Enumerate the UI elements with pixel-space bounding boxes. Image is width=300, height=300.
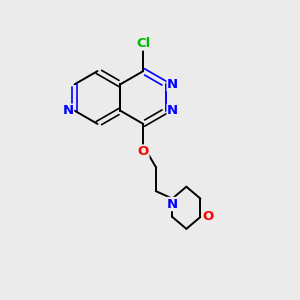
- Text: N: N: [167, 78, 178, 91]
- Text: N: N: [62, 104, 74, 117]
- Text: N: N: [167, 197, 178, 211]
- Text: Cl: Cl: [136, 37, 150, 50]
- Text: O: O: [138, 145, 149, 158]
- Text: N: N: [167, 104, 178, 117]
- Text: O: O: [202, 211, 214, 224]
